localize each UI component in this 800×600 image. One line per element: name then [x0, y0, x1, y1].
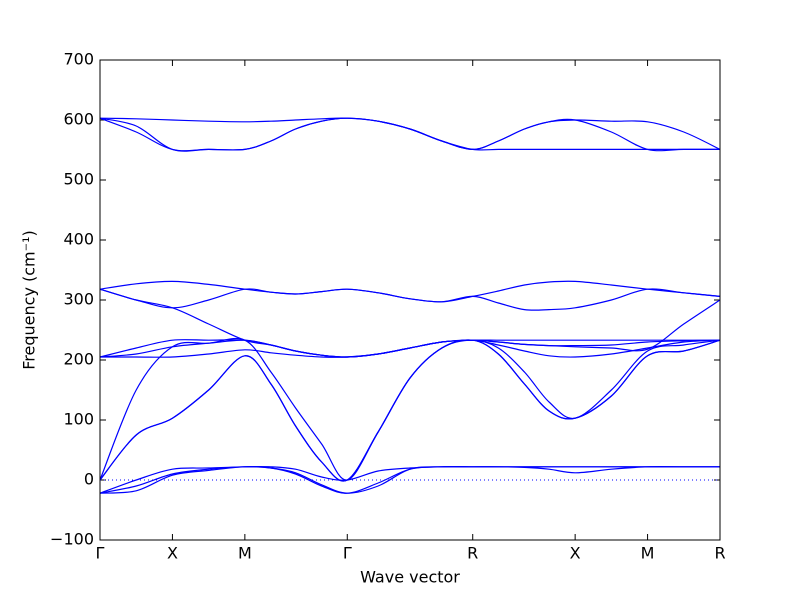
x-tick-label: X	[570, 544, 581, 563]
y-tick-label: 0	[84, 470, 94, 489]
x-tick-label: M	[238, 544, 252, 563]
y-tick-label: 500	[63, 170, 94, 189]
y-axis-label: Frequency (cm⁻¹)	[20, 230, 39, 369]
x-tick-label: M	[641, 544, 655, 563]
band-line	[99, 466, 720, 494]
y-tick-label: 200	[63, 350, 94, 369]
x-tick-label: Γ	[96, 544, 105, 563]
y-tick-label: 100	[63, 410, 94, 429]
x-tick-label: Γ	[343, 544, 352, 563]
y-tick-label: 700	[63, 50, 94, 69]
band-line	[99, 339, 721, 482]
band-line	[100, 339, 721, 358]
band-line	[99, 117, 720, 152]
x-tick-label: R	[714, 544, 725, 563]
x-tick-label: R	[467, 544, 478, 563]
y-tick-label: 400	[63, 230, 94, 249]
band-line	[99, 288, 721, 311]
y-tick-label: 600	[63, 110, 94, 129]
band-line	[99, 117, 720, 152]
plot-frame	[99, 59, 721, 541]
y-tick-label: 300	[63, 290, 94, 309]
x-tick-label: X	[167, 544, 178, 563]
y-tick-label: −100	[50, 530, 94, 549]
band-line	[99, 117, 721, 151]
x-axis-label: Wave vector	[360, 568, 460, 587]
band-line	[99, 337, 721, 481]
band-line	[99, 339, 721, 482]
